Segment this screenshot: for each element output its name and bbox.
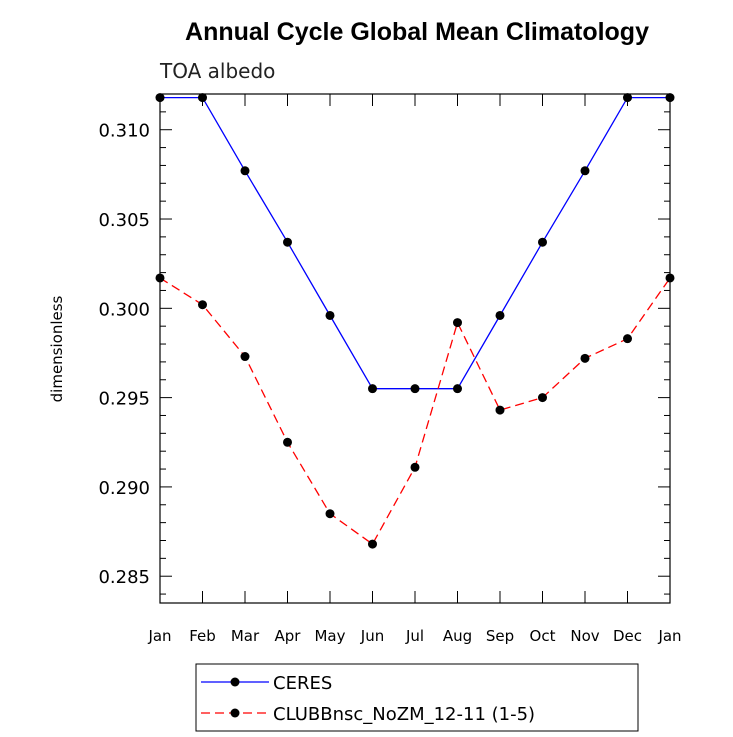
data-point-series-1 <box>155 273 165 283</box>
legend-marker-clubb <box>230 708 240 718</box>
y-tick-label: 0.305 <box>98 210 150 231</box>
x-tick-label: Mar <box>231 627 260 645</box>
data-point-series-1 <box>495 405 505 415</box>
data-point-series-1 <box>368 539 377 549</box>
x-tick-label: Nov <box>570 627 599 645</box>
y-tick-label: 0.295 <box>98 389 150 410</box>
x-tick-label: Apr <box>275 627 302 645</box>
data-point-series-0 <box>240 166 250 176</box>
data-point-series-1 <box>283 437 292 447</box>
data-point-series-0 <box>538 237 547 247</box>
data-point-series-0 <box>198 93 207 103</box>
data-point-series-1 <box>623 334 632 344</box>
data-point-series-0 <box>665 93 675 103</box>
data-point-series-0 <box>283 237 292 247</box>
x-axis: Jan Feb Mar Apr May Jun Jul Aug Sep Oct Nov Dec Jan <box>147 94 682 645</box>
series-line-1 <box>159 277 671 546</box>
legend: CERES CLUBBnsc_NoZM_12-11 (1-5) <box>195 663 639 732</box>
x-tick-label: May <box>314 627 345 645</box>
y-tick-label: 0.290 <box>98 478 150 499</box>
y-axis-label: dimensionless <box>48 295 66 402</box>
y-tick-label: 0.300 <box>98 299 150 320</box>
data-point-series-1 <box>665 273 675 283</box>
data-point-series-1 <box>198 300 207 310</box>
y-tick-label: 0.310 <box>98 121 150 142</box>
data-point-series-0 <box>580 166 590 176</box>
data-point-series-0 <box>368 384 377 394</box>
data-point-series-0 <box>155 93 165 103</box>
x-tick-label: Sep <box>486 627 514 645</box>
data-point-series-1 <box>325 509 335 519</box>
data-point-series-0 <box>623 93 632 103</box>
x-tick-label: Dec <box>613 627 642 645</box>
series-line-0 <box>160 96 670 390</box>
x-tick-label: Jul <box>405 627 424 645</box>
series-layer <box>155 93 675 549</box>
data-point-series-1 <box>240 352 250 362</box>
x-tick-label: Jan <box>147 627 171 645</box>
chart-subtitle: TOA albedo <box>159 59 275 83</box>
legend-marker-ceres <box>230 677 240 687</box>
legend-label-clubb: CLUBBnsc_NoZM_12-11 (1-5) <box>273 704 535 725</box>
legend-box <box>195 663 639 732</box>
x-tick-label: Jun <box>360 627 384 645</box>
y-tick-label: 0.285 <box>98 567 150 588</box>
data-point-series-1 <box>580 353 590 363</box>
data-point-series-0 <box>410 384 420 394</box>
x-tick-label: Aug <box>443 627 472 645</box>
x-tick-label: Oct <box>530 627 556 645</box>
chart-title: Annual Cycle Global Mean Climatology <box>185 18 649 46</box>
data-point-series-1 <box>538 393 547 403</box>
x-tick-label: Jan <box>657 627 681 645</box>
plot-area-frame <box>159 93 671 604</box>
x-tick-label: Feb <box>189 627 216 645</box>
data-point-series-0 <box>495 310 505 320</box>
y-axis: 0.285 0.290 0.295 0.300 0.305 0.310 <box>98 93 670 595</box>
data-point-series-0 <box>325 310 335 320</box>
data-point-series-1 <box>453 318 462 328</box>
data-point-series-0 <box>453 384 462 394</box>
data-point-series-1 <box>410 462 420 472</box>
legend-label-ceres: CERES <box>273 673 332 694</box>
